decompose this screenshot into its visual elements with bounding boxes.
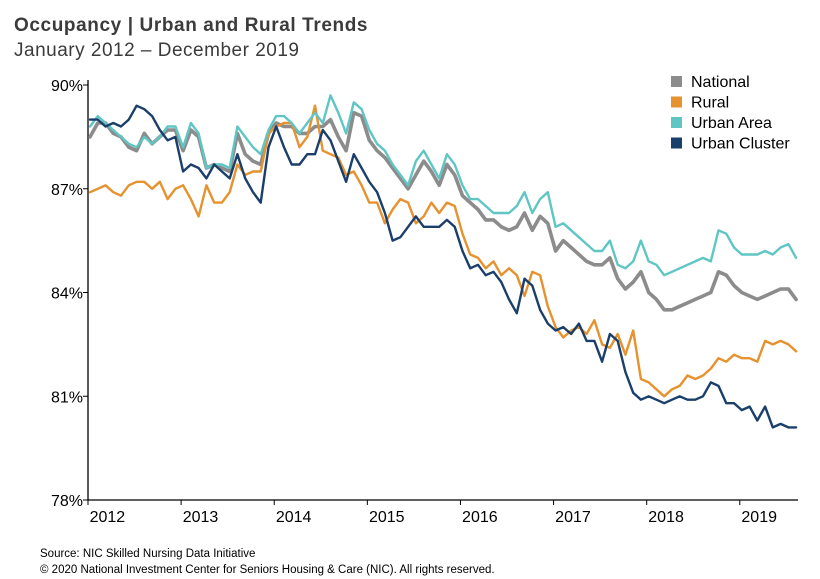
x-tick-label: 2017 — [555, 509, 591, 526]
legend-swatch — [671, 76, 682, 87]
series-line-urban-cluster — [88, 104, 798, 429]
x-tick-label: 2018 — [648, 509, 684, 526]
copyright-note: © 2020 National Investment Center for Se… — [40, 564, 495, 576]
legend-swatch — [671, 137, 682, 149]
y-tick-label: 90% — [51, 78, 83, 95]
legend-swatch — [671, 117, 682, 128]
x-tick-label: 2015 — [369, 509, 405, 526]
series-line-urban-area — [88, 94, 798, 277]
y-tick-label: 84% — [51, 286, 83, 303]
y-tick-label: 78% — [51, 493, 83, 510]
legend-label: Urban Area — [691, 115, 772, 132]
y-tick-label: 81% — [51, 389, 83, 406]
series-line-rural — [88, 104, 798, 398]
x-tick-label: 2019 — [741, 509, 777, 526]
x-tick-label: 2012 — [90, 509, 126, 526]
legend-label: Urban Cluster — [691, 136, 790, 153]
chart-title: Occupancy | Urban and Rural Trends — [14, 15, 369, 36]
legend-label: National — [691, 74, 750, 91]
x-tick-label: 2016 — [462, 509, 498, 526]
chart-subtitle: January 2012 – December 2019 — [14, 40, 300, 61]
x-tick-label: 2013 — [183, 509, 219, 526]
legend-swatch — [671, 96, 682, 108]
source-note: Source: NIC Skilled Nursing Data Initiat… — [40, 548, 256, 560]
legend-label: Rural — [691, 95, 729, 112]
x-tick-label: 2014 — [276, 509, 312, 526]
y-tick-label: 87% — [51, 182, 83, 199]
